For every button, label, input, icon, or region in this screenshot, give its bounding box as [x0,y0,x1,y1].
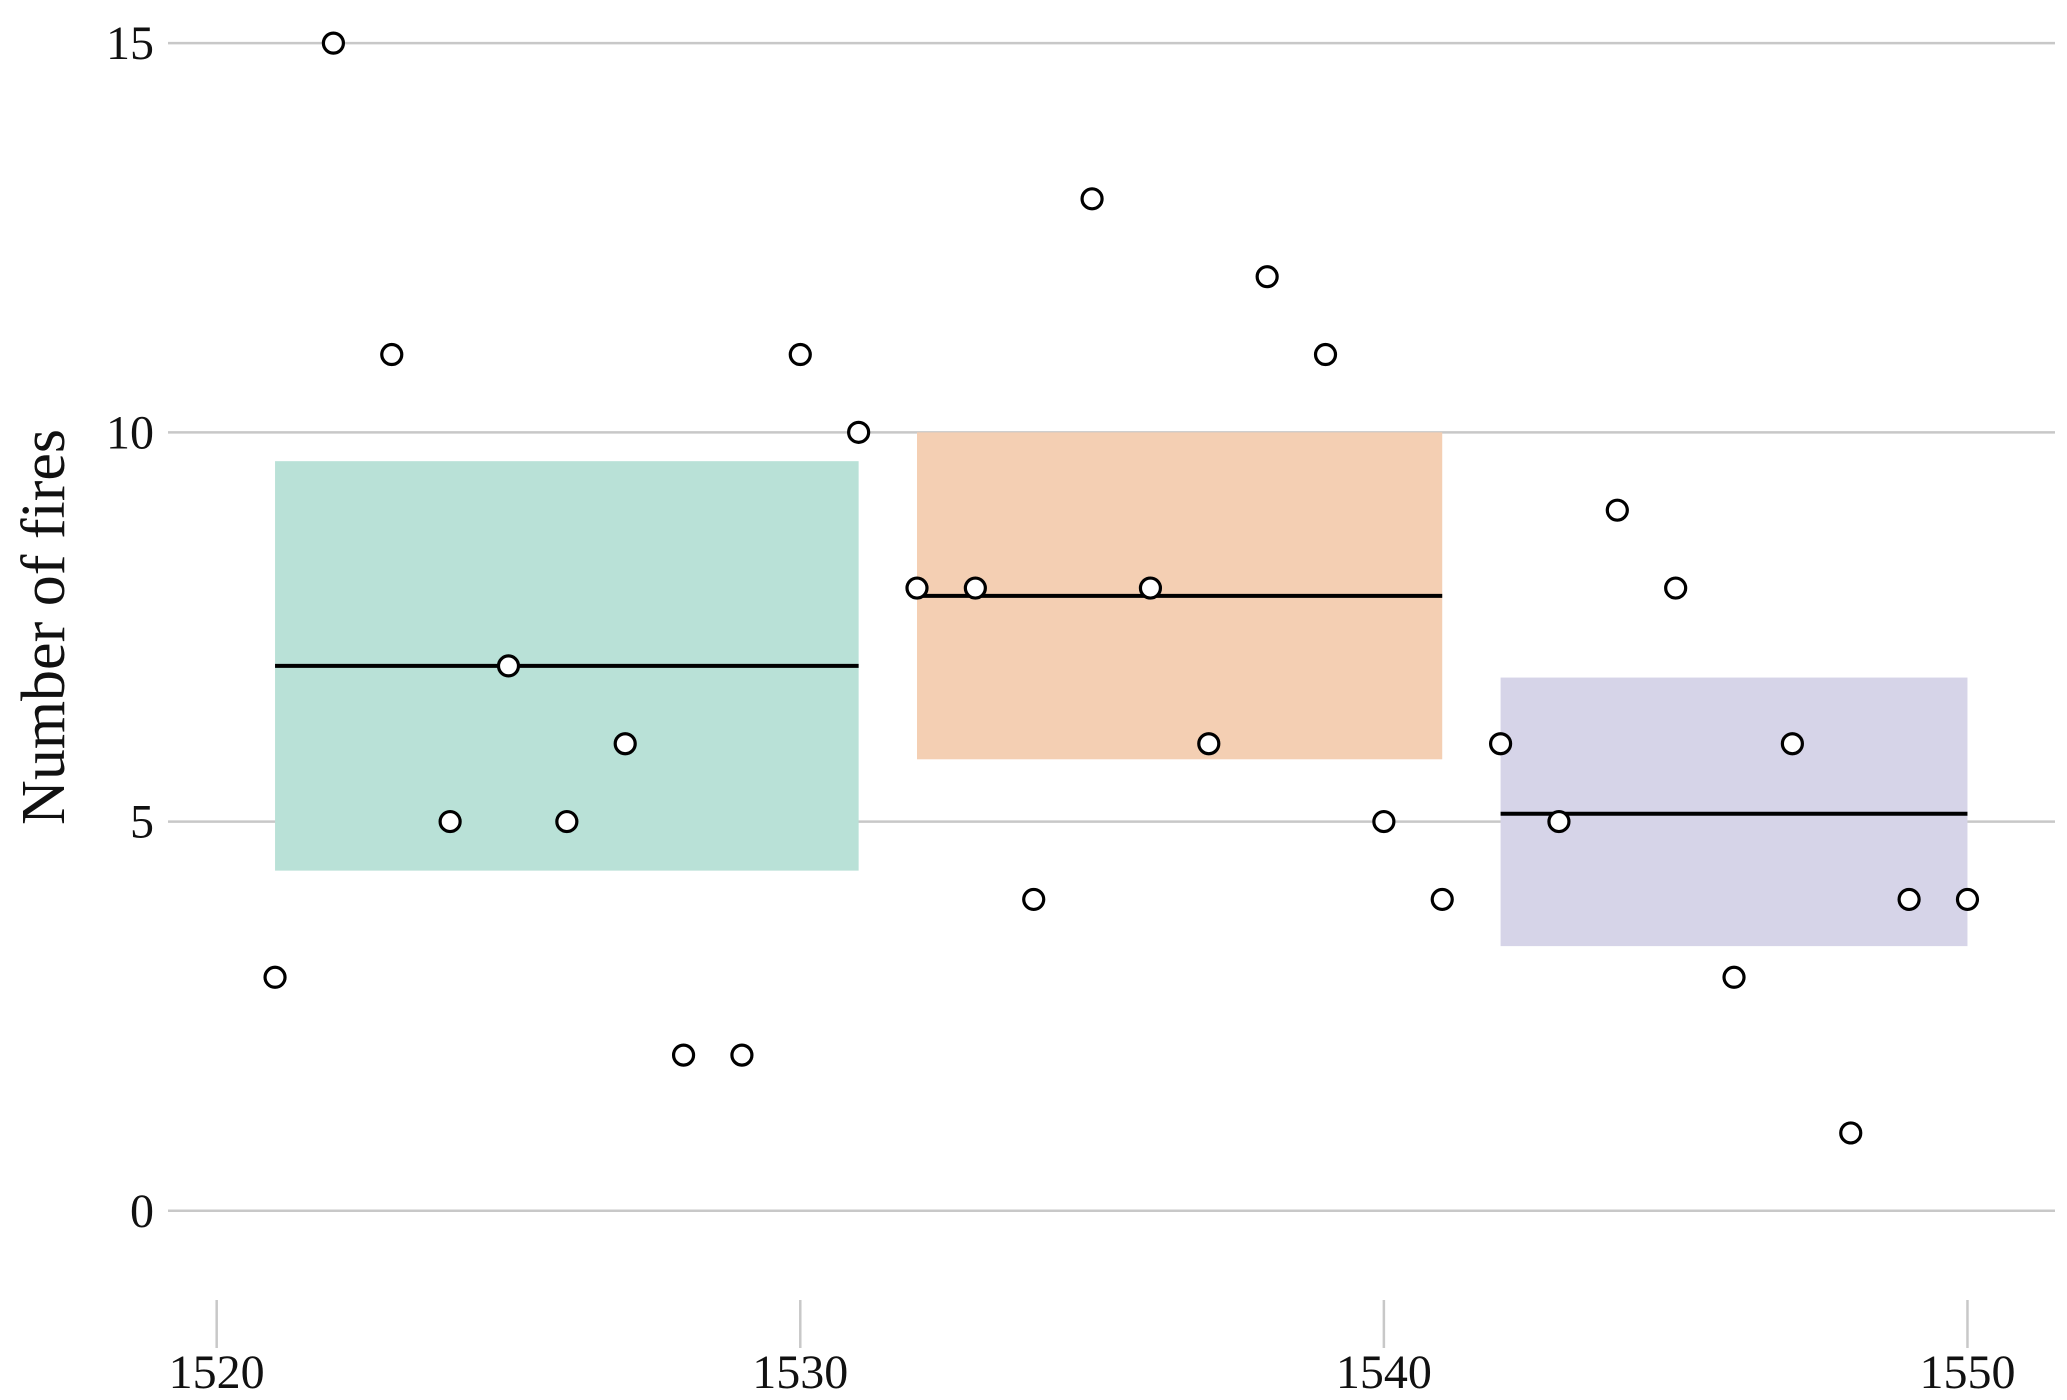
x-tick-label: 1530 [752,1346,848,1399]
y-tick-labels: 0 5 10 15 [106,17,154,1238]
data-point [263,965,287,989]
data-point [1430,887,1454,912]
period-means [275,593,1968,816]
x-tick-label: 1550 [1919,1346,2015,1399]
data-point [380,342,404,367]
data-point [438,809,462,834]
x-tick-label: 1520 [169,1346,265,1399]
data-point [671,1043,696,1067]
data-point [847,420,871,444]
data-point [1197,732,1221,756]
y-tick-label: 0 [130,1185,154,1238]
data-point [905,576,929,600]
data-point [613,732,637,756]
y-axis-title: Number of fires [10,429,78,825]
data-point [1313,342,1338,367]
data-point [730,1043,754,1067]
y-tick-label: 10 [106,406,154,459]
data-point [1664,576,1688,600]
data-point [496,654,521,678]
data-point [963,576,987,600]
data-point [1138,576,1163,600]
data-point [788,342,812,367]
data-point [1022,887,1046,912]
data-points [263,31,1980,1145]
data-point [1255,265,1279,289]
x-tick-labels: 1520 1530 1540 1550 [169,1300,2015,1399]
data-point [1839,1121,1863,1145]
data-point [1488,732,1513,756]
y-tick-label: 15 [106,17,154,70]
data-point [1897,887,1921,912]
data-point [1955,887,1980,912]
data-point [321,31,346,55]
data-point [1605,498,1629,522]
x-tick-label: 1540 [1336,1346,1432,1399]
data-point [1780,732,1804,756]
data-point [1547,809,1571,834]
data-point [1372,809,1396,834]
data-point [1722,965,1746,989]
data-point [555,809,579,834]
data-point [1080,187,1104,211]
y-tick-label: 5 [130,796,154,849]
period-bands [275,432,1968,947]
